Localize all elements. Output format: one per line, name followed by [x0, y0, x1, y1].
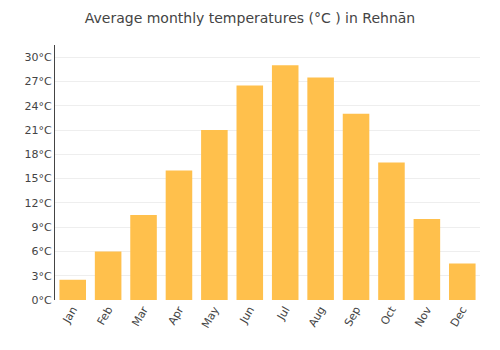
svg-text:3°C: 3°C [32, 270, 52, 283]
svg-text:Nov: Nov [412, 304, 434, 330]
svg-text:21°C: 21°C [25, 124, 52, 137]
svg-text:6°C: 6°C [32, 245, 52, 258]
svg-text:Jun: Jun [237, 304, 257, 326]
svg-text:May: May [199, 304, 222, 331]
svg-text:9°C: 9°C [32, 221, 52, 234]
svg-text:0°C: 0°C [32, 294, 52, 307]
svg-text:27°C: 27°C [25, 75, 52, 88]
svg-text:Jul: Jul [274, 304, 292, 323]
svg-text:12°C: 12°C [25, 197, 52, 210]
svg-text:Feb: Feb [94, 304, 115, 327]
svg-text:15°C: 15°C [25, 172, 52, 185]
svg-text:Aug: Aug [306, 304, 328, 329]
svg-text:Mar: Mar [129, 304, 151, 329]
svg-text:Jan: Jan [60, 304, 80, 326]
svg-text:30°C: 30°C [25, 51, 52, 64]
svg-text:Average monthly temperatures (: Average monthly temperatures (°C ) in Re… [85, 10, 415, 26]
svg-text:18°C: 18°C [25, 148, 52, 161]
svg-text:Dec: Dec [448, 304, 470, 329]
svg-text:Sep: Sep [342, 304, 364, 328]
svg-text:Oct: Oct [378, 304, 399, 328]
svg-text:Apr: Apr [166, 304, 187, 327]
svg-text:24°C: 24°C [25, 100, 52, 113]
